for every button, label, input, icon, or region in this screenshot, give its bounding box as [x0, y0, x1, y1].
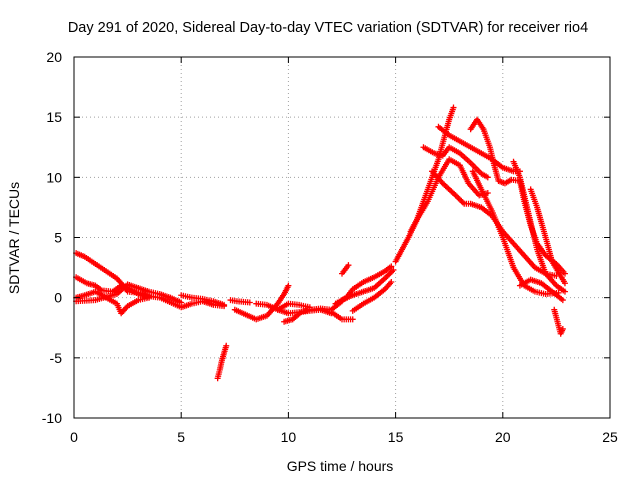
- x-tick-label: 10: [281, 429, 297, 445]
- data-points: [73, 104, 568, 382]
- series-track-25: [510, 158, 568, 295]
- series-track-16: [339, 262, 352, 277]
- y-axis-label: SDTVAR / TECUs: [6, 182, 22, 294]
- data-point: [246, 299, 253, 306]
- data-point: [559, 325, 566, 332]
- grid-lines: [74, 57, 610, 418]
- x-tick-label: 5: [177, 429, 185, 445]
- data-point: [388, 263, 395, 270]
- x-axis-label: GPS time / hours: [287, 458, 394, 474]
- data-point: [561, 280, 568, 287]
- axis-ticks: 0 5 10 15 20 25 -10 -5 0 5 10 15 20: [42, 49, 618, 445]
- series-track-28: [551, 306, 566, 337]
- y-tick-label: 15: [46, 109, 62, 125]
- series-track-26: [527, 186, 568, 287]
- y-tick-label: 5: [54, 230, 62, 246]
- series-track-6: [178, 292, 228, 308]
- x-tick-label: 25: [602, 429, 618, 445]
- data-point: [345, 262, 352, 269]
- data-point: [390, 266, 397, 273]
- x-tick-label: 20: [495, 429, 511, 445]
- x-tick-label: 15: [388, 429, 404, 445]
- y-tick-label: -10: [42, 410, 62, 426]
- series-track-20: [420, 144, 491, 181]
- series-track-12: [274, 300, 313, 313]
- data-point: [484, 174, 491, 181]
- data-point: [388, 279, 395, 286]
- data-point: [306, 304, 313, 311]
- data-point: [221, 301, 228, 308]
- chart-title: Day 291 of 2020, Sidereal Day-to-day VTE…: [68, 20, 588, 36]
- series-track-5: [139, 292, 228, 311]
- data-point: [223, 342, 230, 349]
- data-point: [561, 270, 568, 277]
- series-track-7: [227, 297, 253, 306]
- y-tick-label: 20: [46, 49, 62, 65]
- y-tick-label: 0: [54, 290, 62, 306]
- y-tick-label: -5: [50, 350, 63, 366]
- data-point: [561, 288, 568, 295]
- series-track-17: [349, 279, 395, 314]
- data-point: [349, 316, 356, 323]
- series-track-8: [214, 342, 230, 382]
- series-track-13: [328, 309, 356, 323]
- data-point: [450, 104, 457, 111]
- data-point: [559, 297, 566, 304]
- y-tick-label: 10: [46, 169, 62, 185]
- series-track-15: [339, 266, 397, 304]
- series-track-24: [469, 168, 562, 298]
- x-tick-label: 0: [70, 429, 78, 445]
- series-track-19: [407, 156, 491, 235]
- series-track-27: [516, 276, 566, 304]
- data-point: [285, 282, 292, 289]
